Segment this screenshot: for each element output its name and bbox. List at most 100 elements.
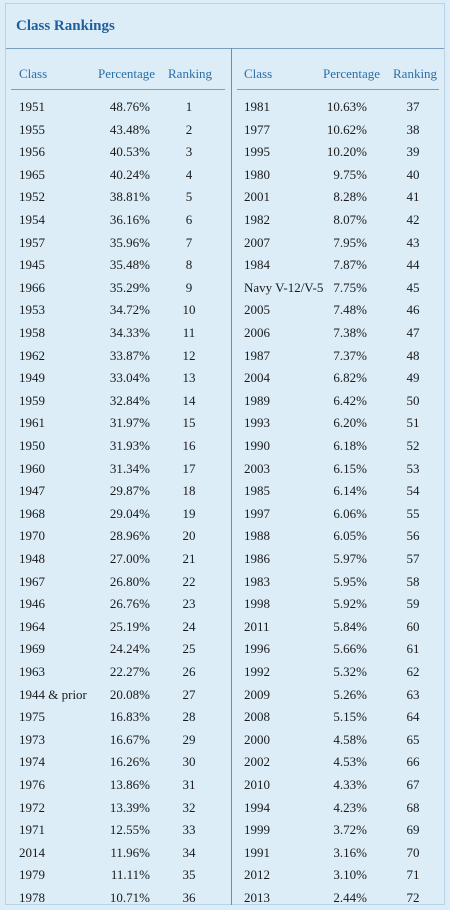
class-cell: 1988 (244, 528, 270, 544)
class-cell: 1952 (19, 189, 45, 205)
ranking-cell: 4 (185, 166, 193, 182)
class-cell: 1969 (19, 641, 45, 657)
percentage-cell: 22.27% (109, 664, 150, 679)
right-header-rule (237, 89, 439, 90)
ranking-cell: 19 (182, 505, 196, 521)
ranking-cell: 51 (406, 415, 420, 431)
class-cell: 2014 (19, 844, 45, 860)
class-cell: 1978 (19, 890, 45, 905)
left-header-ranking: Ranking (168, 66, 213, 81)
percentage-cell: 16.67% (109, 731, 150, 747)
percentage-cell: 35.29% (109, 279, 150, 295)
ranking-cell: 54 (406, 483, 420, 499)
percentage-cell: 5.84% (333, 618, 367, 634)
ranking-cell: 47 (406, 325, 420, 340)
percentage-cell: 48.76% (109, 99, 150, 114)
percentage-cell: 5.92% (333, 596, 367, 612)
class-cell: 1992 (244, 664, 270, 679)
percentage-cell: 5.66% (333, 641, 367, 657)
percentage-cell: 33.04% (109, 370, 150, 386)
ranking-cell: 63 (406, 686, 420, 702)
percentage-cell: 8.28% (333, 189, 367, 205)
class-cell: 1946 (19, 596, 45, 612)
percentage-cell: 10.71% (109, 890, 150, 905)
percentage-cell: 5.95% (333, 573, 367, 589)
class-cell: 1948 (19, 551, 45, 566)
percentage-cell: 29.04% (109, 505, 150, 521)
ranking-cell: 32 (182, 799, 196, 815)
class-cell: 1944 & prior (19, 686, 87, 702)
percentage-cell: 11.11% (110, 867, 150, 883)
ranking-cell: 35 (182, 867, 196, 883)
ranking-cell: 52 (406, 438, 420, 453)
ranking-cell: 43 (406, 234, 420, 250)
ranking-cell: 56 (406, 528, 420, 544)
percentage-cell: 12.55% (109, 822, 150, 838)
percentage-cell: 32.84% (109, 392, 150, 408)
ranking-cell: 39 (406, 144, 420, 160)
percentage-cell: 33.87% (109, 347, 150, 363)
right-header-ranking: Ranking (393, 66, 438, 81)
class-cell: 1951 (19, 99, 45, 114)
ranking-cell: 31 (182, 777, 196, 792)
ranking-cell: 64 (406, 709, 420, 725)
percentage-cell: 11.96% (110, 844, 150, 860)
ranking-cell: 13 (182, 370, 196, 386)
ranking-cell: 27 (182, 686, 196, 702)
class-cell: 1989 (244, 392, 270, 408)
percentage-cell: 34.33% (109, 325, 150, 340)
class-cell: 2008 (244, 709, 270, 725)
percentage-cell: 6.14% (333, 483, 367, 499)
percentage-cell: 29.87% (109, 483, 150, 499)
percentage-cell: 24.24% (109, 641, 150, 657)
class-cell: 1967 (19, 573, 45, 589)
class-cell: 1955 (19, 121, 45, 137)
ranking-cell: 10 (182, 302, 196, 318)
percentage-cell: 40.53% (109, 144, 150, 160)
ranking-cell: 14 (182, 392, 196, 408)
ranking-cell: 30 (182, 754, 196, 770)
class-cell: 1950 (19, 438, 45, 453)
percentage-cell: 3.16% (333, 844, 367, 860)
percentage-cell: 7.87% (333, 257, 367, 273)
class-cell: 1984 (244, 257, 270, 273)
ranking-cell: 50 (406, 392, 420, 408)
percentage-cell: 10.63% (326, 99, 367, 114)
class-cell: 1995 (244, 144, 270, 160)
class-cell: 2011 (244, 618, 270, 634)
class-cell: 1971 (19, 822, 45, 838)
class-cell: 1980 (244, 166, 270, 182)
class-cell: 1965 (19, 166, 45, 182)
class-cell: 2012 (244, 867, 270, 883)
percentage-cell: 36.16% (109, 212, 150, 227)
class-cell: 1964 (19, 618, 45, 634)
percentage-cell: 6.05% (333, 528, 367, 544)
class-cell: 1979 (19, 867, 45, 883)
ranking-cell: 28 (182, 709, 196, 725)
ranking-cell: 49 (406, 370, 420, 386)
class-cell: 1962 (19, 347, 45, 363)
ranking-cell: 25 (182, 641, 196, 657)
ranking-cell: 11 (182, 325, 196, 340)
class-cell: 1953 (19, 302, 45, 318)
ranking-cell: 69 (406, 822, 420, 838)
class-cell: 1982 (244, 212, 270, 227)
class-cell: 2007 (244, 234, 270, 250)
class-cell: 1961 (19, 415, 45, 431)
right-header-percentage: Percentage (323, 66, 381, 81)
class-cell: 1999 (244, 822, 270, 838)
class-cell: 1977 (244, 121, 270, 137)
percentage-cell: 7.38% (333, 325, 367, 340)
ranking-cell: 24 (182, 618, 196, 634)
percentage-cell: 31.93% (109, 438, 150, 453)
ranking-cell: 46 (406, 302, 420, 318)
percentage-cell: 13.86% (109, 777, 150, 792)
percentage-cell: 35.48% (109, 257, 150, 273)
percentage-cell: 20.08% (109, 686, 150, 702)
ranking-cell: 17 (182, 460, 196, 476)
ranking-cell: 26 (182, 664, 196, 679)
class-cell: 1958 (19, 325, 45, 340)
class-cell: 1997 (244, 505, 270, 521)
ranking-cell: 37 (406, 99, 420, 114)
ranking-cell: 33 (182, 822, 196, 838)
